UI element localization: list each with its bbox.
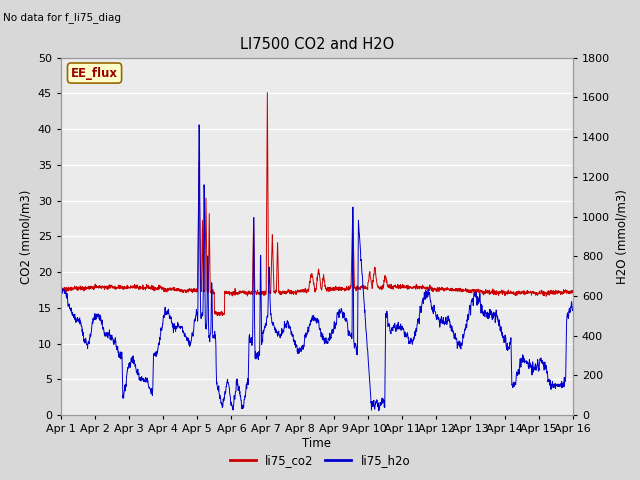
X-axis label: Time: Time [302,437,332,450]
Title: LI7500 CO2 and H2O: LI7500 CO2 and H2O [239,37,394,52]
Text: EE_flux: EE_flux [71,67,118,80]
Y-axis label: H2O (mmol/m3): H2O (mmol/m3) [616,189,628,284]
Y-axis label: CO2 (mmol/m3): CO2 (mmol/m3) [19,189,32,284]
Legend: li75_co2, li75_h2o: li75_co2, li75_h2o [225,449,415,472]
Text: No data for f_li75_diag: No data for f_li75_diag [3,12,121,23]
